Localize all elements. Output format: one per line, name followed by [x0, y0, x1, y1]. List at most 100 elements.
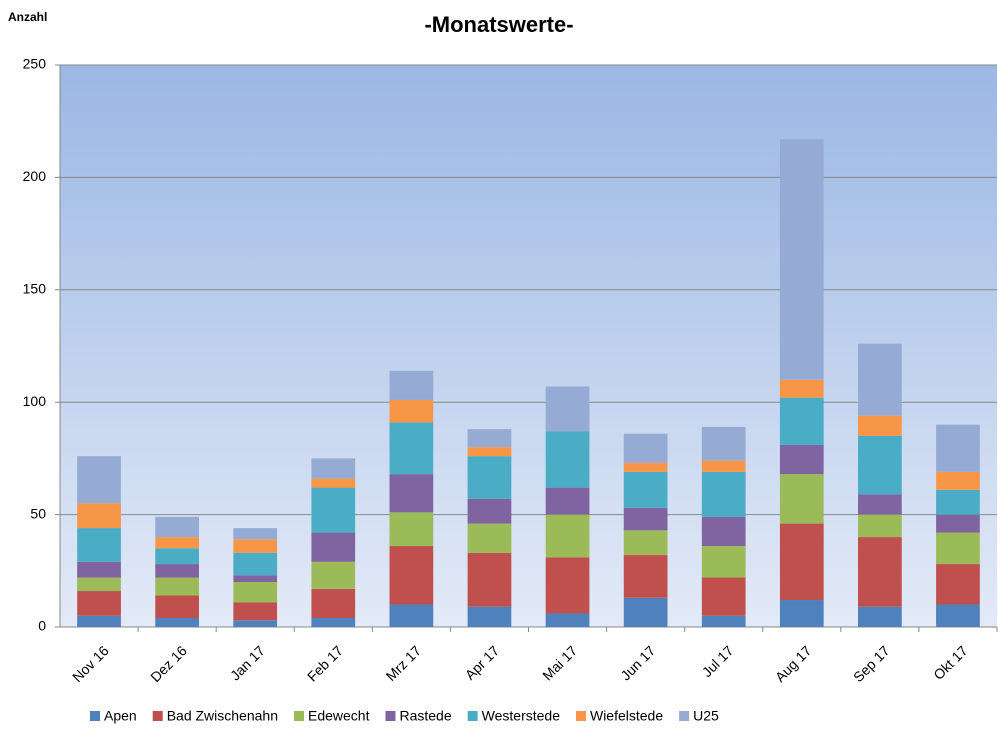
bar-segment: [858, 343, 902, 416]
bar-segment: [779, 444, 824, 475]
x-tick-label: Aug 17: [772, 642, 815, 685]
y-tick-label: 100: [23, 393, 47, 409]
x-tick-label: Jan 17: [227, 642, 268, 683]
bar-segment: [701, 615, 746, 627]
bar-segment: [701, 546, 746, 578]
y-tick-label: 50: [30, 505, 46, 521]
bar-segment: [311, 561, 356, 589]
bar-segment: [77, 561, 121, 578]
bar-segment: [389, 399, 434, 423]
bar-segment: [389, 370, 434, 400]
bar-segment: [233, 539, 278, 553]
bar-segment: [701, 471, 746, 517]
bar-segment: [233, 528, 278, 540]
bar-segment: [936, 424, 980, 472]
legend-label: U25: [693, 708, 719, 724]
y-tick-label: 0: [38, 618, 46, 634]
bar-segment: [467, 447, 512, 457]
bar-segment: [701, 577, 746, 616]
bar-segment: [77, 591, 121, 616]
bar-segment: [701, 516, 746, 547]
bar-segment: [389, 422, 434, 475]
bar-segment: [77, 503, 121, 529]
bar-segment: [623, 507, 668, 531]
plot-area: [60, 65, 997, 627]
bar-segment: [545, 557, 590, 614]
bar-segment: [311, 532, 356, 562]
bar-segment: [311, 618, 356, 627]
x-tick-label: Okt 17: [930, 642, 971, 683]
bar-segment: [155, 564, 199, 578]
bar-segment: [155, 516, 199, 538]
bar-segment: [389, 546, 434, 605]
bar-segment: [545, 431, 590, 488]
x-tick-label: Nov 16: [69, 642, 112, 685]
bar-segment: [545, 386, 590, 432]
x-tick-label: Sep 17: [850, 642, 893, 685]
bar-segment: [858, 494, 902, 515]
legend-label: Westerstede: [482, 708, 561, 724]
bar-segment: [467, 552, 512, 607]
bar-segment: [467, 523, 512, 553]
bar-segment: [233, 620, 278, 627]
bar-segment: [623, 471, 668, 508]
bar-segment: [936, 532, 980, 565]
bar-segment: [545, 487, 590, 515]
x-tick-label: Mrz 17: [383, 642, 425, 684]
bar-segment: [155, 577, 199, 596]
bar-segment: [311, 478, 356, 488]
bar-segment: [155, 618, 199, 627]
x-tick-label: Mai 17: [539, 642, 580, 683]
bar-segment: [858, 415, 902, 436]
legend-swatch: [679, 711, 690, 721]
bar-segment: [233, 552, 278, 576]
bar-segment: [77, 577, 121, 592]
y-tick-label: 150: [23, 281, 47, 297]
legend-swatch: [294, 711, 304, 721]
x-tick-label: Jun 17: [617, 642, 658, 683]
bar-segment: [77, 456, 121, 504]
bar-segment: [858, 514, 902, 538]
legend-label: Wiefelstede: [590, 708, 663, 724]
y-tick-label: 200: [23, 168, 47, 184]
bar-segment: [77, 615, 121, 627]
bar-segment: [233, 602, 278, 621]
legend-swatch: [90, 711, 100, 721]
legend-swatch: [385, 711, 396, 721]
x-tick-label: Feb 17: [304, 642, 346, 684]
bar-segment: [155, 548, 199, 565]
x-tick-label: Apr 17: [462, 642, 503, 683]
bar-segment: [311, 458, 356, 479]
x-tick-label: Dez 16: [147, 642, 190, 685]
bar-segment: [779, 379, 824, 398]
bar-segment: [779, 474, 824, 524]
bar-segment: [623, 597, 668, 627]
x-tick-label: Jul 17: [699, 642, 737, 680]
legend-swatch: [575, 711, 586, 721]
bar-segment: [155, 595, 199, 619]
legend-label: Edewecht: [308, 708, 370, 724]
bar-segment: [233, 582, 278, 603]
bar-segment: [858, 606, 902, 627]
bar-segment: [545, 613, 590, 627]
bar-segment: [858, 537, 902, 607]
bar-segment: [623, 462, 668, 472]
legend-label: Bad Zwischenahn: [167, 708, 278, 724]
bar-segment: [545, 514, 590, 558]
bar-segment: [779, 397, 824, 445]
bar-segment: [623, 555, 668, 598]
chart-title: -Monatswerte-: [424, 12, 573, 37]
bar-segment: [779, 139, 824, 380]
bar-segment: [389, 512, 434, 547]
y-tick-label: 250: [23, 56, 47, 72]
bar-segment: [467, 606, 512, 627]
legend-label: Apen: [104, 708, 137, 724]
bar-segment: [389, 604, 434, 627]
bar-segment: [311, 487, 356, 533]
bar-segment: [467, 429, 512, 448]
bar-segment: [311, 588, 356, 619]
bar-segment: [779, 523, 824, 601]
bar-segment: [701, 460, 746, 472]
bar-segment: [467, 456, 512, 499]
bar-segment: [623, 530, 668, 556]
